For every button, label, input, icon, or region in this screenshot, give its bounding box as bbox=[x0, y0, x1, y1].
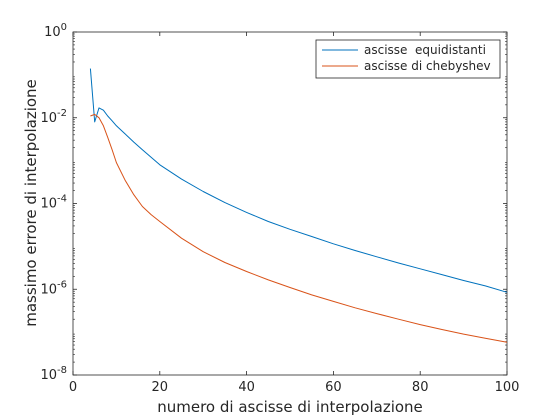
legend: ascisse equidistanti ascisse di chebyshev bbox=[315, 39, 501, 79]
x-tick-label: 80 bbox=[412, 380, 429, 395]
legend-entry-label: ascisse equidistanti bbox=[364, 43, 486, 57]
x-tick-label: 100 bbox=[495, 380, 520, 395]
x-axis-label: numero di ascisse di interpolazione bbox=[157, 398, 423, 416]
x-ticks: 0 20 40 60 80 100 bbox=[69, 32, 520, 395]
axes-box bbox=[72, 31, 508, 376]
y-tick-exponent: -2 bbox=[57, 108, 67, 119]
x-tick-label: 60 bbox=[325, 380, 342, 395]
x-tick-label: 20 bbox=[152, 380, 169, 395]
legend-box bbox=[315, 39, 501, 79]
x-tick-label: 0 bbox=[69, 380, 77, 395]
y-axis-label: massimo errore di interpolazione bbox=[22, 79, 40, 327]
y-tick-base: 10 bbox=[40, 282, 57, 297]
y-tick-label: 10-6 bbox=[40, 279, 67, 297]
y-tick-base: 10 bbox=[40, 197, 57, 212]
series-line-equidistanti bbox=[89, 68, 508, 293]
x-tick-label: 40 bbox=[238, 380, 255, 395]
series-lines bbox=[89, 68, 508, 343]
y-tick-label: 10-8 bbox=[40, 365, 67, 383]
y-tick-base: 10 bbox=[40, 368, 57, 383]
legend-entry-label: ascisse di chebyshev bbox=[364, 59, 491, 73]
y-tick-base: 10 bbox=[44, 25, 61, 40]
y-tick-exponent: -6 bbox=[57, 279, 67, 290]
y-tick-base: 10 bbox=[40, 111, 57, 126]
y-tick-label: 100 bbox=[44, 22, 67, 40]
y-tick-exponent: -4 bbox=[57, 194, 67, 205]
series-line-chebyshev bbox=[90, 113, 508, 343]
y-tick-exponent: 0 bbox=[61, 22, 67, 33]
y-tick-exponent: -8 bbox=[57, 365, 67, 376]
y-tick-label: 10-4 bbox=[40, 194, 67, 212]
y-tick-label: 10-2 bbox=[40, 108, 67, 126]
